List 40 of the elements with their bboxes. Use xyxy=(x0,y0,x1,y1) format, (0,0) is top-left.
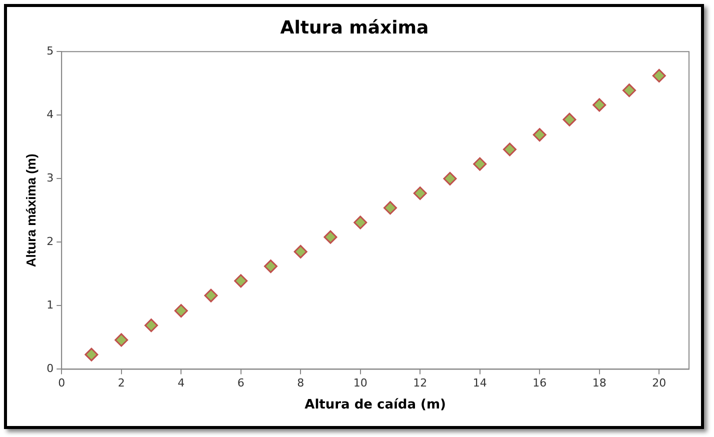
x-tick-label: 0 xyxy=(58,376,66,390)
x-tick-label: 12 xyxy=(413,376,428,390)
point xyxy=(204,288,218,302)
y-tick-label: 1 xyxy=(46,298,54,312)
x-tick-label: 6 xyxy=(237,376,244,390)
y-axis-title: Altura máxima (m) xyxy=(23,154,38,268)
point xyxy=(443,172,457,186)
x-tick-label: 18 xyxy=(592,376,606,390)
y-tick-label: 4 xyxy=(46,108,54,121)
y-tick-label: 2 xyxy=(46,235,54,248)
point xyxy=(532,128,546,142)
point xyxy=(502,142,516,156)
x-tick-label: 16 xyxy=(532,376,547,390)
y-tick-label: 5 xyxy=(46,44,54,58)
point xyxy=(324,230,338,244)
x-tick-label: 8 xyxy=(297,376,304,390)
x-tick-label: 14 xyxy=(472,376,487,390)
point xyxy=(473,157,487,171)
point xyxy=(264,260,278,274)
point xyxy=(174,304,188,318)
point xyxy=(144,318,158,332)
y-tick-label: 0 xyxy=(46,362,54,376)
point xyxy=(622,84,636,98)
point xyxy=(294,244,308,258)
x-tick-label: 10 xyxy=(353,376,368,390)
point xyxy=(562,112,576,126)
point xyxy=(413,186,427,200)
x-axis-title: Altura de caída (m) xyxy=(304,398,446,413)
point xyxy=(652,68,666,82)
point xyxy=(84,348,98,362)
x-tick-label: 2 xyxy=(118,376,125,390)
point xyxy=(114,333,128,347)
point xyxy=(234,274,248,288)
x-tick-label: 20 xyxy=(652,376,666,390)
point xyxy=(592,98,606,112)
y-tick-label: 3 xyxy=(46,172,54,184)
chart-title: Altura máxima xyxy=(280,17,429,38)
point xyxy=(383,201,397,215)
x-tick-label: 4 xyxy=(178,376,185,390)
point xyxy=(354,216,368,230)
